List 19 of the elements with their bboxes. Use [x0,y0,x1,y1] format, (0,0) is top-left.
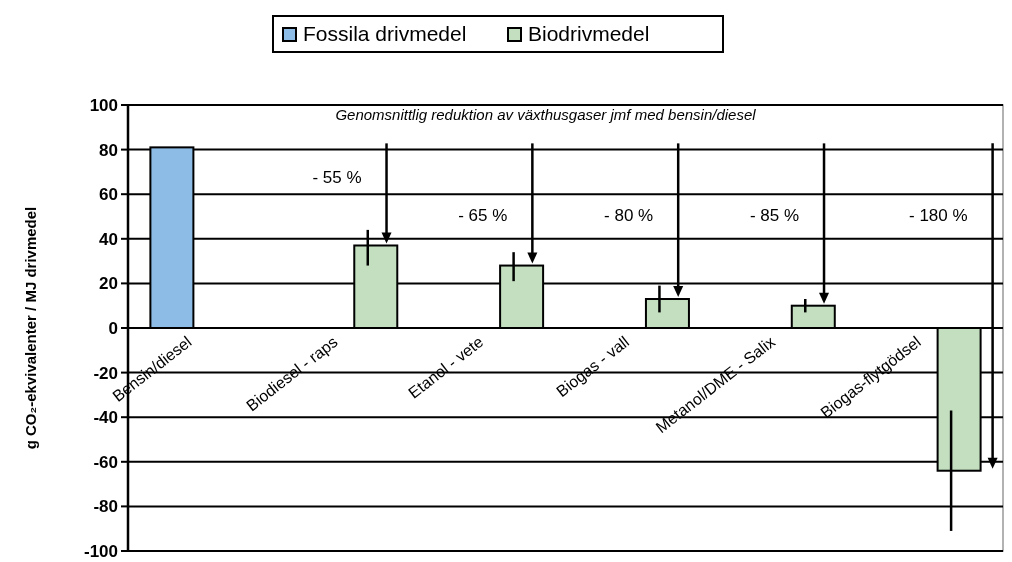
y-tick-label: 80 [99,140,118,160]
annotation: - 65 % [458,205,508,225]
y-axis-title: g CO₂-ekvivalenter / MJ drivmedel [22,206,39,450]
annotation: - 180 % [909,205,968,225]
y-tick-label: 100 [89,95,118,115]
y-tick-label: -100 [83,541,118,561]
legend-label: Fossila drivmedel [303,22,467,45]
legend-label: Biodrivmedel [528,22,650,45]
annotation: - 80 % [604,205,654,225]
y-tick-label: 60 [99,185,118,205]
annotation: Genomsnittlig reduktion av växthusgaser jmf med bensin/diesel [335,106,757,123]
y-tick-label: -80 [93,497,118,517]
y-tick-label: 20 [99,274,118,294]
annotation: - 55 % [312,168,362,188]
y-tick-label: 0 [108,318,118,338]
y-tick-label: -40 [93,408,118,428]
y-tick-label: 40 [99,229,118,249]
y-tick-label: -60 [93,452,118,472]
annotation: - 85 % [749,205,800,225]
